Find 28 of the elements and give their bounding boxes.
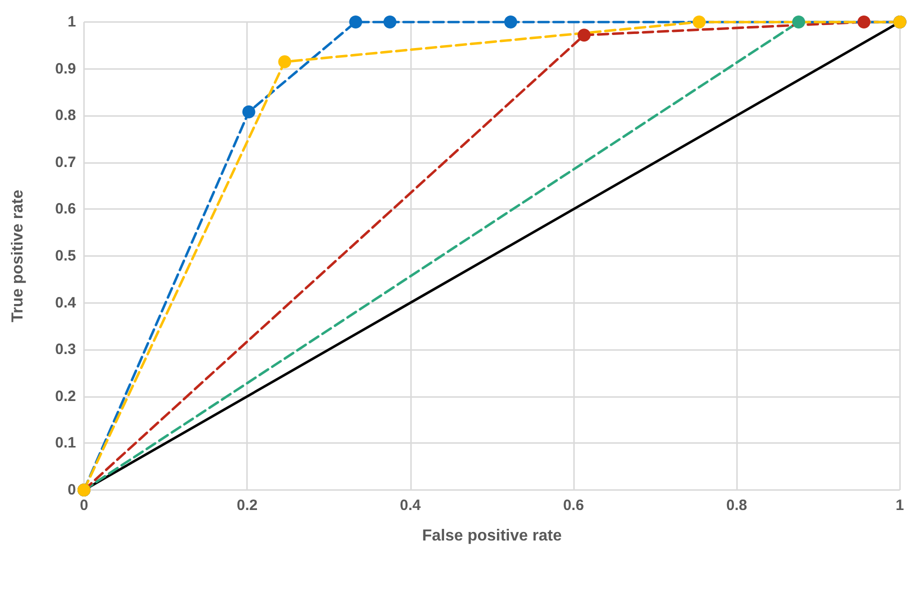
y-tick-label: 0.9	[55, 60, 76, 78]
point	[242, 105, 256, 118]
point	[349, 16, 362, 28]
x-tick-label: 0.4	[400, 497, 422, 514]
x-axis-title: False positive rate	[422, 528, 562, 544]
x-tick-label: 0.2	[236, 497, 258, 514]
point	[692, 16, 706, 28]
x-tick-label: 1	[896, 497, 904, 514]
y-tick-label: 0.7	[55, 154, 76, 171]
y-tick-label: 0.4	[55, 294, 77, 312]
point	[792, 16, 806, 28]
x-tick-label: 0.8	[726, 497, 748, 514]
y-tick-label: 0.3	[55, 341, 76, 358]
point	[383, 16, 396, 28]
point	[504, 16, 518, 28]
y-tick-label: 0.8	[55, 107, 76, 124]
y-tick-label: 1	[68, 14, 76, 30]
point	[278, 55, 292, 68]
x-tick-label: 0	[80, 497, 88, 514]
x-tick-label: 0.6	[563, 497, 584, 514]
y-tick-label: 0.1	[55, 434, 76, 452]
y-tick-label: 0.6	[55, 200, 76, 218]
point	[857, 16, 870, 28]
y-axis-title: True positive rate	[10, 190, 26, 322]
y-tick-label: 0	[68, 482, 76, 498]
y-tick-label: 0.5	[55, 248, 76, 264]
point	[578, 28, 591, 42]
y-tick-label: 0.2	[55, 388, 76, 405]
